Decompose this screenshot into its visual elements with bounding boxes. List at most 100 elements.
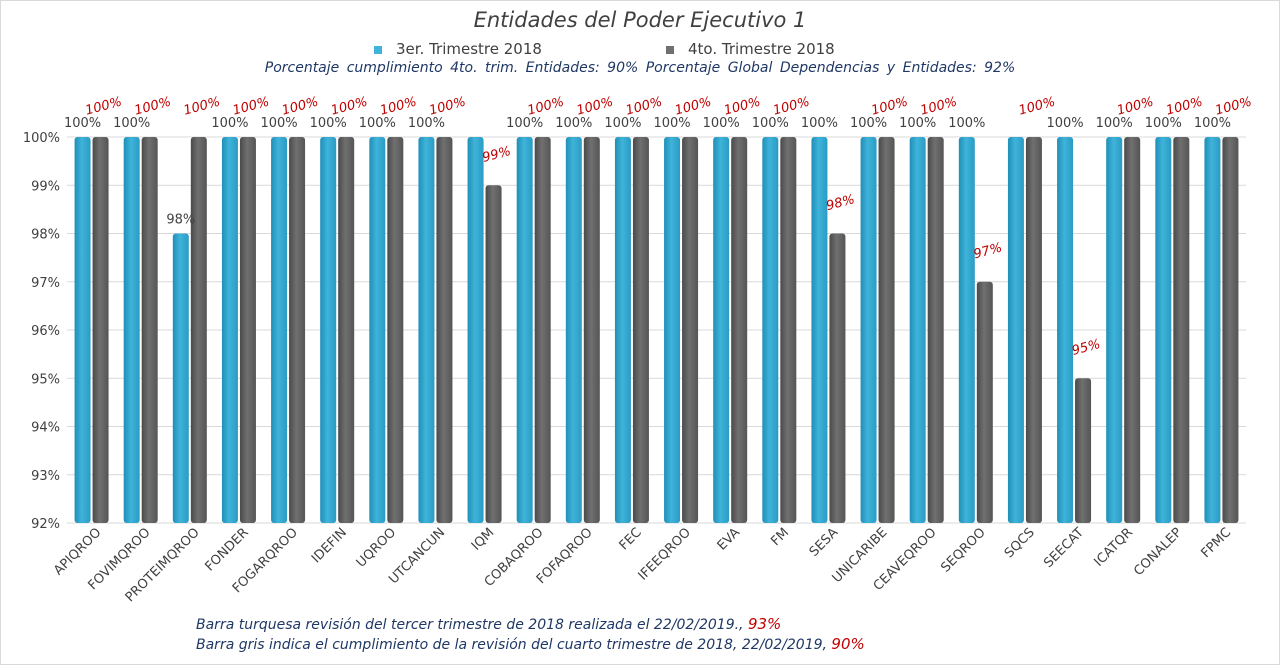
bar-series-2	[338, 137, 355, 523]
bar-series-1	[1204, 137, 1221, 523]
category-label: FM	[768, 525, 792, 549]
data-label-series-1: 100%	[1145, 116, 1182, 131]
bar-series-2	[289, 137, 306, 523]
category-label: IDEFIN	[309, 525, 350, 566]
chart-title: Entidades del Poder Ejecutivo 1	[473, 8, 807, 32]
bar-series-1	[74, 137, 91, 523]
category-label: IFEEQROO	[636, 525, 694, 583]
category-label: SEECAT	[1041, 525, 1087, 571]
bar-series-1	[172, 233, 189, 523]
y-tick-label: 98%	[31, 228, 60, 243]
bar-series-2	[1124, 137, 1141, 523]
footnote-line-2-pct: 90%	[831, 635, 865, 653]
bar-series-2	[878, 137, 895, 523]
bar-series-2	[976, 281, 993, 523]
footnote-line-1-pct: 93%	[747, 615, 782, 633]
bar-series-1	[1155, 137, 1172, 523]
bar-series-1	[369, 137, 386, 523]
data-label-series-1: 100%	[604, 116, 641, 131]
bar-series-2	[780, 137, 797, 523]
bar-series-2	[239, 137, 256, 523]
legend-label-series-2: 4to. Trimestre 2018	[688, 40, 835, 58]
bar-series-2	[534, 137, 551, 523]
legend-item-series-1: 3er. Trimestre 2018	[374, 40, 542, 58]
bar-series-2	[1075, 378, 1092, 523]
footnote-line-1-text: Barra turquesa revisión del tercer trime…	[196, 617, 744, 633]
data-label-series-2: 97%	[972, 240, 1004, 262]
category-label: SESA	[807, 525, 842, 560]
bar-series-2	[1173, 137, 1190, 523]
bar-series-2	[92, 137, 109, 523]
bar-series-2	[436, 137, 453, 523]
bar-series-1	[614, 137, 631, 523]
footnote-line-2-text: Barra gris indica el cumplimiento de la …	[196, 637, 827, 653]
bar-series-1	[762, 137, 779, 523]
y-tick-label: 95%	[31, 372, 60, 387]
data-label-series-1: 100%	[555, 116, 592, 131]
data-label-series-1: 100%	[703, 116, 740, 131]
category-label: FONDER	[202, 525, 251, 574]
category-label: FEC	[617, 525, 645, 553]
data-label-series-1: 100%	[113, 116, 150, 131]
bar-series-1	[958, 137, 975, 523]
data-label-series-1: 100%	[1194, 116, 1231, 131]
bar-series-1	[1106, 137, 1123, 523]
category-label: FPMC	[1198, 525, 1234, 561]
category-label: EVA	[715, 525, 743, 553]
bar-series-1	[811, 137, 828, 523]
y-tick-label: 96%	[31, 324, 60, 339]
data-label-series-1: 100%	[752, 116, 789, 131]
bar-series-1	[418, 137, 435, 523]
y-tick-label: 100%	[23, 131, 60, 146]
bar-series-1	[516, 137, 533, 523]
chart-subtitle: Porcentaje cumplimiento 4to. trim. Entid…	[264, 60, 1016, 76]
bar-series-1	[221, 137, 238, 523]
bar-series-2	[190, 137, 207, 523]
data-label-series-1: 100%	[64, 116, 101, 131]
bar-series-1	[1057, 137, 1074, 523]
y-tick-label: 97%	[31, 276, 60, 291]
bar-series-2	[485, 185, 502, 523]
bar-series-1	[664, 137, 681, 523]
y-tick-label: 94%	[31, 421, 60, 436]
data-label-series-1: 100%	[1046, 116, 1083, 131]
bar-series-2	[141, 137, 158, 523]
data-label-series-1: 100%	[211, 116, 248, 131]
bar-series-2	[1222, 137, 1239, 523]
bar-series-1	[909, 137, 926, 523]
y-tick-label: 93%	[31, 469, 60, 484]
data-label-series-2: 100%	[133, 95, 173, 119]
data-label-series-1: 100%	[850, 116, 887, 131]
bar-series-1	[713, 137, 730, 523]
data-label-series-2: 100%	[428, 95, 468, 119]
footnote-line-1: Barra turquesa revisión del tercer trime…	[196, 615, 781, 633]
bar-series-2	[632, 137, 649, 523]
bar-series-2	[387, 137, 404, 523]
data-label-series-1: 100%	[310, 116, 347, 131]
category-label: CONALEP	[1131, 525, 1185, 579]
bar-series-1	[467, 137, 484, 523]
data-label-series-1: 100%	[260, 116, 297, 131]
category-label: SEQROO	[938, 525, 988, 575]
bar-series-2	[731, 137, 748, 523]
data-label-series-1: 100%	[408, 116, 445, 131]
bar-series-1	[320, 137, 337, 523]
bar-series-1	[860, 137, 877, 523]
bar-series-2	[829, 233, 846, 523]
bar-series-1	[123, 137, 140, 523]
data-label-series-1: 100%	[1096, 116, 1133, 131]
bar-series-1	[1007, 137, 1024, 523]
y-tick-label: 99%	[31, 179, 60, 194]
legend-item-series-2: 4to. Trimestre 2018	[666, 40, 835, 58]
data-label-series-2: 100%	[1214, 95, 1254, 119]
legend-swatch-series-1	[374, 45, 382, 54]
bar-series-1	[565, 137, 582, 523]
legend-swatch-series-2	[666, 45, 674, 54]
bar-series-2	[927, 137, 944, 523]
data-label-series-1: 100%	[948, 116, 985, 131]
category-label: IQM	[469, 525, 497, 553]
category-label: UQROO	[354, 525, 399, 570]
data-label-series-2: 98%	[825, 192, 857, 214]
data-label-series-1: 100%	[653, 116, 690, 131]
